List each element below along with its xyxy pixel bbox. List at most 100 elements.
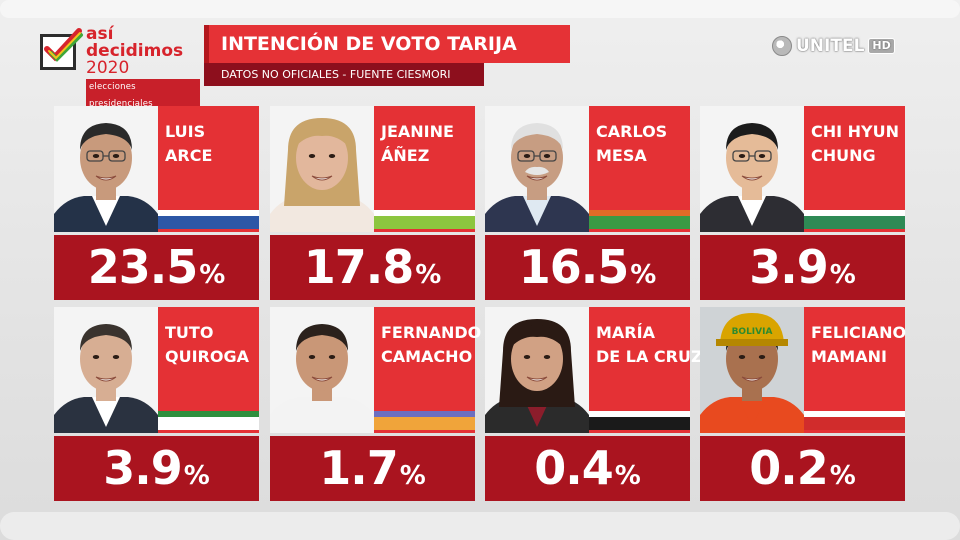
candidate-name-line-1: MARÍA	[596, 323, 655, 342]
candidate-name-line-2: QUIROGA	[165, 347, 249, 366]
background-band	[0, 512, 960, 540]
percent-sign: %	[829, 461, 856, 491]
candidate-card: CHI HYUN CHUNG 3.9%	[700, 106, 905, 300]
party-colors-stripe	[158, 210, 259, 229]
broadcaster-mark-icon	[772, 36, 792, 56]
candidate-header: MARÍA DE LA CRUZ	[485, 307, 703, 433]
candidate-photo	[270, 307, 374, 433]
candidate-name-line-2: CAMACHO	[381, 347, 473, 366]
candidate-header: CHI HYUN CHUNG	[700, 106, 905, 232]
candidate-photo-frame	[485, 106, 589, 232]
percent-sign: %	[199, 260, 226, 290]
party-colors-stripe	[804, 210, 905, 229]
candidate-name: FELICIANO MAMANI	[811, 321, 907, 369]
percent-sign: %	[183, 461, 210, 491]
candidate-photo-frame	[270, 307, 374, 433]
candidate-photo	[700, 106, 804, 232]
candidate-card: MARÍA DE LA CRUZ 0.4%	[485, 307, 703, 501]
party-colors-stripe	[589, 411, 690, 430]
vote-percentage: 0.4%	[485, 436, 690, 501]
candidate-name: JEANINE ÁÑEZ	[381, 120, 473, 168]
candidate-name-line-2: MAMANI	[811, 347, 887, 366]
candidate-header: LUIS ARCE	[54, 106, 259, 232]
vote-percentage: 23.5%	[54, 235, 259, 300]
candidate-name-line-1: CARLOS	[596, 122, 668, 141]
logo-line-2: decidimos	[86, 41, 184, 61]
party-colors-stripe	[374, 411, 475, 430]
hd-badge: HD	[868, 38, 895, 54]
candidate-photo-frame	[485, 307, 589, 433]
data-label-value: 3.9	[749, 240, 828, 294]
svg-text:BOLIVIA: BOLIVIA	[732, 327, 773, 337]
party-colors-stripe	[374, 210, 475, 229]
percent-sign: %	[829, 260, 856, 290]
vote-percentage: 17.8%	[270, 235, 475, 300]
candidate-photo-frame	[700, 106, 804, 232]
candidate-name-line-1: FERNANDO	[381, 323, 482, 342]
candidate-card: TUTO QUIROGA 3.9%	[54, 307, 259, 501]
candidate-photo	[485, 307, 589, 433]
data-label-value: 1.7	[319, 441, 398, 495]
candidate-name: CHI HYUN CHUNG	[811, 120, 903, 168]
broadcaster-name: UNITEL	[796, 36, 865, 56]
candidate-card: FERNANDO CAMACHO 1.7%	[270, 307, 482, 501]
candidate-photo-frame	[54, 307, 158, 433]
data-label-value: 16.5	[518, 240, 629, 294]
candidate-name: MARÍA DE LA CRUZ	[596, 321, 703, 369]
candidate-photo	[54, 307, 158, 433]
vote-percentage: 0.2%	[700, 436, 905, 501]
candidate-header: CARLOS MESA	[485, 106, 690, 232]
data-label-value: 0.2	[749, 441, 828, 495]
candidate-name-line-1: FELICIANO	[811, 323, 907, 342]
candidate-name: FERNANDO CAMACHO	[381, 321, 482, 369]
show-logo: así decidimos 2020 elecciones presidenci…	[40, 24, 200, 113]
candidate-name-line-2: DE LA CRUZ	[596, 347, 703, 366]
candidate-photo-frame	[54, 106, 158, 232]
candidate-photo	[270, 106, 374, 232]
ballot-box-icon	[40, 28, 83, 70]
candidate-card: CARLOS MESA 16.5%	[485, 106, 690, 300]
candidate-name-line-2: MESA	[596, 146, 647, 165]
candidate-card: LUIS ARCE 23.5%	[54, 106, 259, 300]
chart-subtitle: DATOS NO OFICIALES - FUENTE CIESMORI	[204, 63, 484, 86]
candidate-name-line-1: CHI HYUN	[811, 122, 900, 141]
logo-year: 2020	[86, 58, 130, 78]
candidate-name-line-2: ÁÑEZ	[381, 146, 430, 165]
vote-percentage: 16.5%	[485, 235, 690, 300]
background-band	[0, 0, 960, 18]
party-colors-stripe	[589, 210, 690, 229]
percent-sign: %	[630, 260, 657, 290]
candidate-card: JEANINE ÁÑEZ 17.8%	[270, 106, 475, 300]
candidate-photo-frame	[270, 106, 374, 232]
vote-percentage: 3.9%	[54, 436, 259, 501]
logo-line-1: así	[86, 24, 114, 44]
candidate-header: FERNANDO CAMACHO	[270, 307, 482, 433]
candidate-name-line-2: CHUNG	[811, 146, 876, 165]
candidate-name-line-1: JEANINE	[381, 122, 454, 141]
candidate-header: TUTO QUIROGA	[54, 307, 259, 433]
percent-sign: %	[614, 461, 641, 491]
percent-sign: %	[415, 260, 442, 290]
candidate-photo	[485, 106, 589, 232]
candidate-name-line-1: TUTO	[165, 323, 214, 342]
candidate-photo: BOLIVIA	[700, 307, 804, 433]
candidate-photo	[54, 106, 158, 232]
chart-title: INTENCIÓN DE VOTO TARIJA	[204, 25, 570, 63]
candidate-card: BOLIVIA FELICIANO MAMANI 0.2%	[700, 307, 907, 501]
vote-percentage: 1.7%	[270, 436, 475, 501]
party-colors-stripe	[804, 411, 905, 430]
candidate-photo-frame: BOLIVIA	[700, 307, 804, 433]
data-label-value: 23.5	[87, 240, 198, 294]
broadcaster-logo: UNITEL HD	[772, 35, 895, 57]
data-label-value: 0.4	[534, 441, 613, 495]
data-label-value: 3.9	[103, 441, 182, 495]
party-colors-stripe	[158, 411, 259, 430]
candidate-name: CARLOS MESA	[596, 120, 688, 168]
data-label-value: 17.8	[303, 240, 414, 294]
candidate-header: BOLIVIA FELICIANO MAMANI	[700, 307, 907, 433]
vote-percentage: 3.9%	[700, 235, 905, 300]
candidate-header: JEANINE ÁÑEZ	[270, 106, 475, 232]
candidate-name-line-1: LUIS	[165, 122, 206, 141]
percent-sign: %	[399, 461, 426, 491]
candidate-name-line-2: ARCE	[165, 146, 213, 165]
